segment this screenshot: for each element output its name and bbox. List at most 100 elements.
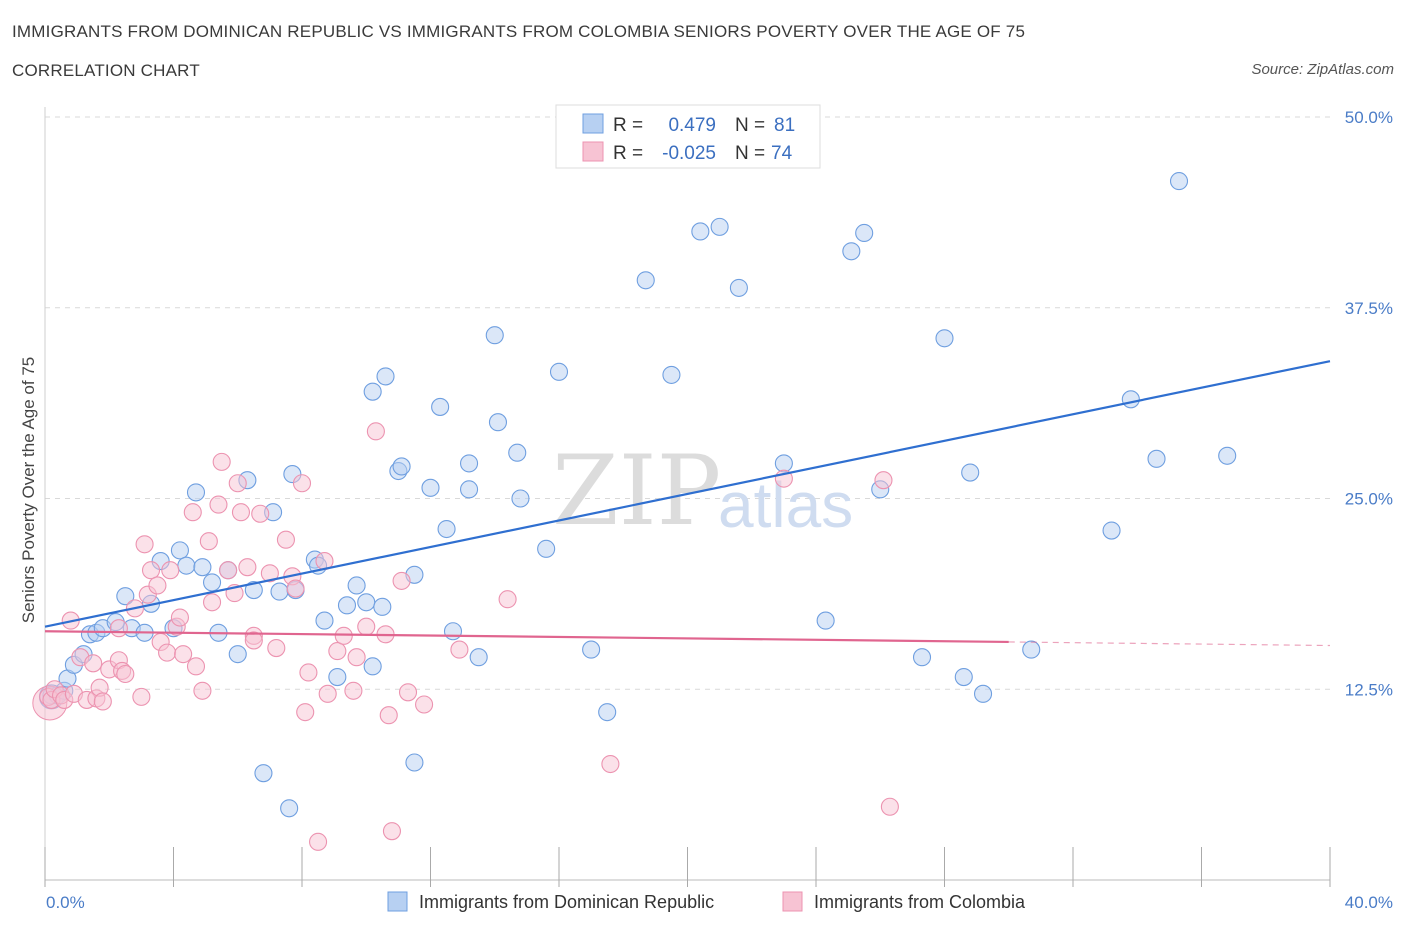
data-point xyxy=(183,503,202,522)
data-point xyxy=(219,561,238,580)
data-point xyxy=(161,561,180,580)
data-point xyxy=(363,382,382,401)
data-point xyxy=(549,362,569,381)
data-point xyxy=(405,753,424,772)
data-point xyxy=(193,558,212,577)
data-point xyxy=(459,480,479,499)
data-point xyxy=(382,822,402,841)
data-point xyxy=(158,643,177,662)
watermark-zip: ZIP xyxy=(552,435,721,547)
data-point xyxy=(598,703,617,722)
data-point xyxy=(228,645,247,664)
data-point xyxy=(186,657,206,676)
legend-swatch-pink xyxy=(582,141,604,162)
data-point xyxy=(662,365,681,384)
legend-n-value-2: 74 xyxy=(771,143,793,164)
legend-swatch-blue xyxy=(582,113,604,134)
x-tick-labels: 0.0% 40.0% xyxy=(46,893,1393,912)
legend-r-label-1: R = xyxy=(613,115,643,136)
data-point xyxy=(954,667,973,687)
legend-n-label-1: N = xyxy=(735,115,765,136)
series-colombia xyxy=(32,422,899,851)
data-point xyxy=(299,663,318,682)
data-point xyxy=(880,797,899,816)
data-point xyxy=(450,640,469,659)
bottom-legend: Immigrants from Dominican Republic Immig… xyxy=(387,891,1026,912)
data-point xyxy=(347,648,366,667)
data-point xyxy=(511,489,530,508)
data-point xyxy=(363,657,382,676)
data-point xyxy=(244,631,263,650)
data-point xyxy=(392,457,411,476)
data-point xyxy=(116,587,135,606)
data-point xyxy=(254,764,273,783)
data-point xyxy=(231,503,251,522)
data-point xyxy=(244,581,263,600)
data-point xyxy=(109,619,128,638)
data-point xyxy=(337,596,357,615)
data-point xyxy=(170,541,189,560)
bottom-legend-swatch-pink xyxy=(782,891,803,912)
data-point xyxy=(488,413,508,432)
data-point xyxy=(177,556,196,575)
y-tick-label: 12.5% xyxy=(1345,680,1393,699)
data-point xyxy=(238,558,257,577)
data-point xyxy=(1147,449,1166,468)
data-point xyxy=(373,597,392,616)
data-point xyxy=(537,539,556,558)
bottom-legend-swatch-blue xyxy=(387,891,408,912)
data-point xyxy=(315,611,334,630)
data-point xyxy=(816,611,835,630)
data-point xyxy=(366,422,385,441)
data-point xyxy=(498,590,517,609)
data-point xyxy=(398,683,418,702)
data-point xyxy=(1022,640,1041,659)
y-tick-label: 25.0% xyxy=(1345,490,1393,509)
data-point xyxy=(251,504,270,523)
data-point xyxy=(392,571,411,590)
axes xyxy=(44,107,1331,887)
data-point xyxy=(376,367,395,386)
data-point xyxy=(309,832,328,851)
correlation-legend: R = 0.479 N = 81 R = -0.025 N = 74 xyxy=(555,104,821,169)
data-point xyxy=(710,217,729,236)
data-point xyxy=(193,681,212,700)
data-point xyxy=(267,638,286,658)
data-point xyxy=(270,582,289,601)
legend-r-value-2: -0.025 xyxy=(662,143,716,164)
x-tick-label: 0.0% xyxy=(46,893,85,912)
data-point xyxy=(379,706,398,725)
x-tick-label: 40.0% xyxy=(1345,893,1393,912)
data-point xyxy=(437,519,456,539)
data-point xyxy=(170,608,189,627)
data-point xyxy=(212,452,231,471)
data-point xyxy=(116,664,135,684)
data-point xyxy=(443,622,463,641)
data-point xyxy=(228,474,247,493)
data-point xyxy=(459,454,479,473)
source-credit: Source: ZipAtlas.com xyxy=(1251,61,1394,78)
data-point xyxy=(199,532,218,551)
trend-line-colombia-extension xyxy=(1008,641,1331,647)
trend-lines xyxy=(44,360,1331,647)
data-point xyxy=(186,483,206,502)
data-point xyxy=(582,640,601,659)
data-point xyxy=(209,495,228,514)
data-point xyxy=(935,329,954,348)
data-point xyxy=(636,271,655,290)
y-tick-label: 37.5% xyxy=(1345,299,1393,318)
data-point xyxy=(344,681,363,700)
data-point xyxy=(148,576,167,595)
data-point xyxy=(280,799,299,818)
y-axis-label: Seniors Poverty Over the Age of 75 xyxy=(19,357,38,623)
data-point xyxy=(260,564,279,583)
data-point xyxy=(328,667,347,687)
trend-line-colombia xyxy=(44,630,1009,644)
data-point xyxy=(203,573,222,592)
data-point xyxy=(912,648,932,667)
data-point xyxy=(347,576,366,595)
data-point xyxy=(415,695,434,714)
data-point xyxy=(1102,521,1121,540)
data-point xyxy=(292,474,312,493)
